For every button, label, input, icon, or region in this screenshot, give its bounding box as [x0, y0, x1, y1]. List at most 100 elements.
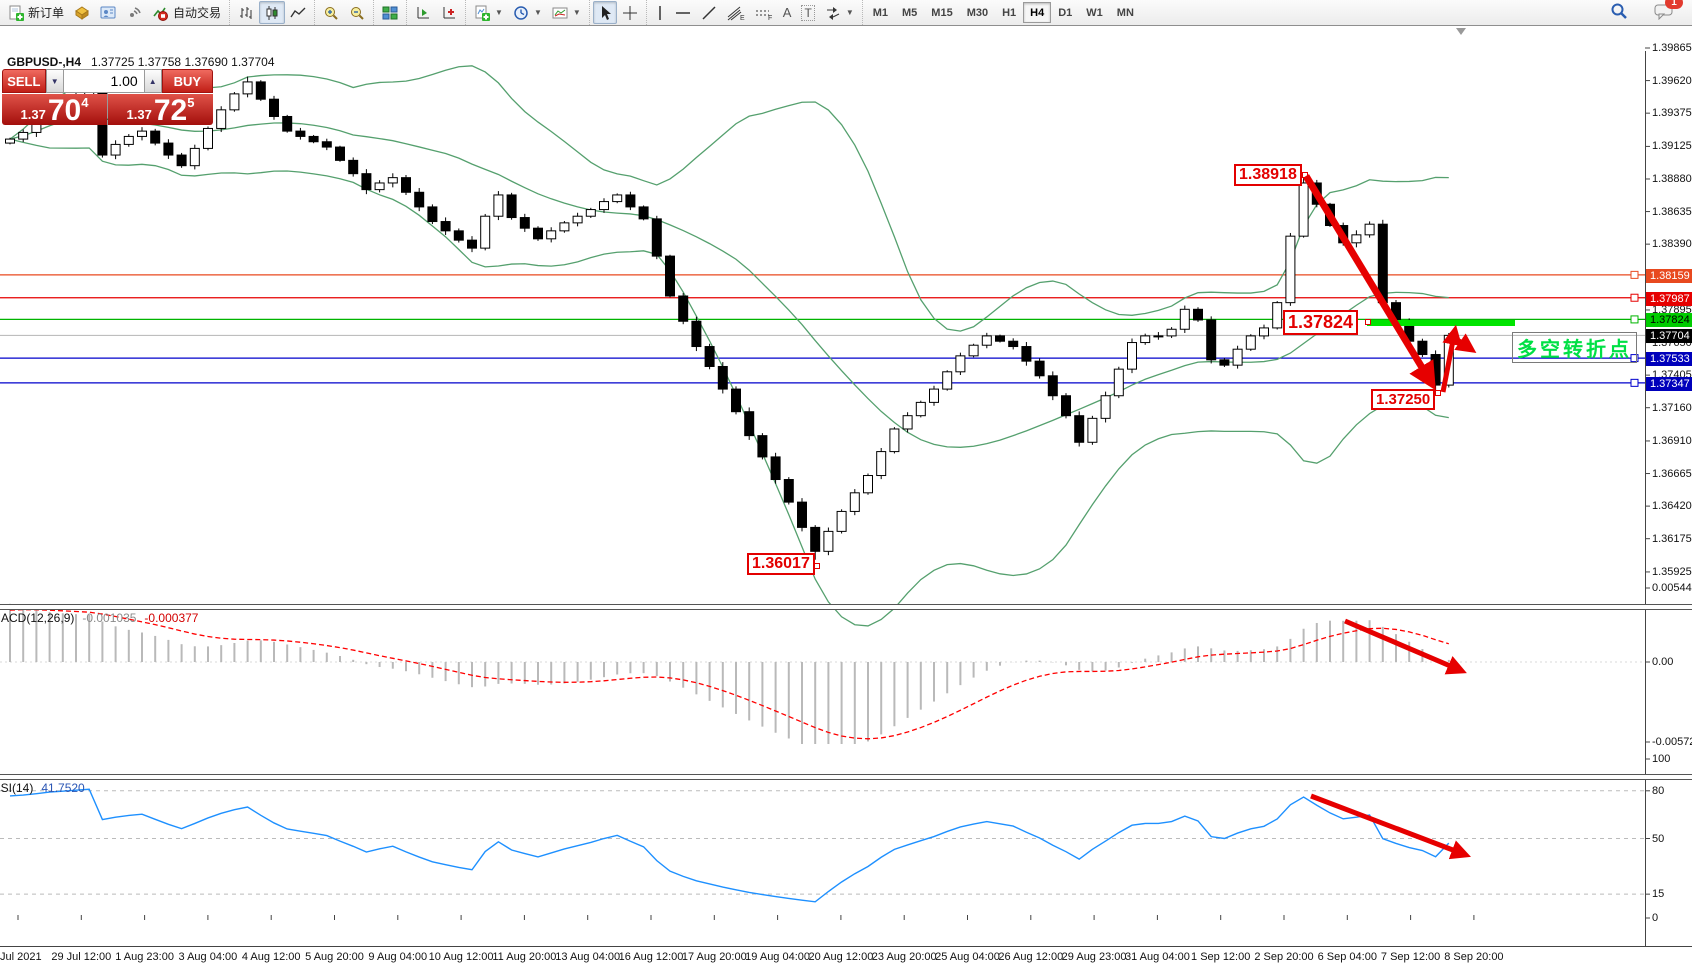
macd-label-row: MACD(12,26,9) -0.001035 -0.000377 [0, 611, 198, 625]
panel-separator[interactable] [0, 774, 1692, 780]
svg-text:F: F [768, 15, 772, 21]
chevron-down-icon: ▼ [572, 8, 581, 17]
time-tick-label: 6 Sep 04:00 [1317, 951, 1377, 963]
new-chart-dropdown[interactable]: ▼ [469, 1, 508, 24]
timeframe-button-d1[interactable]: D1 [1058, 6, 1073, 19]
bollinger-bands [9, 65, 1449, 627]
indicators-button[interactable] [410, 1, 436, 24]
zoom-in-button[interactable] [318, 1, 344, 24]
timeframe-button-w1[interactable]: W1 [1086, 6, 1103, 19]
fibonacci-tool[interactable]: E [722, 1, 750, 24]
time-tick-label: 25 Aug 04:00 [935, 951, 1000, 963]
period-dropdown[interactable]: ▼ [508, 1, 547, 24]
timeframe-button-h1[interactable]: H1 [1002, 6, 1017, 19]
new-order-label: 新订单 [28, 6, 65, 20]
bar-chart-button[interactable] [233, 1, 259, 24]
price-tick-label: 1.38635 [1652, 205, 1692, 218]
new-order-icon [8, 5, 24, 21]
time-tick-label: 9 Aug 04:00 [368, 951, 428, 963]
candlestick-chart-button[interactable] [259, 1, 286, 24]
metaeditor-icon [100, 5, 116, 21]
vertical-line-tool[interactable] [650, 1, 670, 24]
trend-arrow [1440, 324, 1463, 393]
buy-button[interactable]: BUY [161, 69, 213, 93]
timeframe-button-m15[interactable]: M15 [931, 6, 953, 19]
shapes-dropdown[interactable]: ▼ [820, 1, 859, 24]
tile-windows-button[interactable] [377, 1, 403, 24]
horizontal-line-tool[interactable] [670, 1, 696, 24]
channel-tool[interactable]: F [750, 1, 778, 24]
trend-arrow [1303, 174, 1436, 391]
label-tool[interactable]: T [796, 1, 819, 24]
time-tick-label: 29 Aug 23:00 [1061, 951, 1127, 963]
text-tool[interactable]: A [778, 1, 797, 24]
time-tick-label: 5 Aug 20:00 [305, 951, 364, 963]
buy-price[interactable]: 1.37 72 5 [108, 94, 213, 126]
buy-price-base: 1.37 [126, 107, 152, 122]
search-button[interactable] [1610, 2, 1628, 23]
time-tick-label: 1 Aug 23:00 [115, 951, 174, 963]
ohlc-values: 1.37725 1.37758 1.37690 1.37704 [91, 55, 275, 69]
trend-arrow [1447, 331, 1477, 354]
drawing-objects[interactable] [814, 172, 1516, 569]
timeframe-button-m1[interactable]: M1 [872, 6, 889, 19]
price-tick-label: 1.39375 [1652, 107, 1692, 120]
add-indicator-icon [441, 5, 457, 21]
volume-up-button[interactable]: ▲ [143, 69, 162, 93]
chart-plot[interactable] [0, 25, 1692, 920]
trend-arrow [1310, 793, 1471, 860]
zoom-out-icon [349, 5, 365, 21]
trendline-tool[interactable] [696, 1, 722, 24]
timeframe-button-m5[interactable]: M5 [902, 6, 918, 19]
signal-icon [126, 5, 142, 21]
template-dropdown[interactable]: ▼ [547, 1, 586, 24]
time-tick-label: 20 Aug 12:00 [808, 951, 874, 963]
panel-separator[interactable] [0, 604, 1692, 610]
new-order-button[interactable]: 新订单 [3, 1, 69, 24]
timeframe-button-m30[interactable]: M30 [966, 6, 989, 19]
timeframe-button-h4[interactable]: H4 [1023, 2, 1052, 23]
price-label-box[interactable]: 1.37824 [1283, 310, 1359, 335]
cursor-tool-button[interactable] [592, 1, 617, 24]
time-tick-label: 7 Sep 12:00 [1380, 951, 1441, 963]
add-indicator-button[interactable] [436, 1, 462, 24]
signals-button[interactable] [121, 1, 147, 24]
price-label-box[interactable]: 1.37250 [1371, 389, 1436, 410]
volume-input[interactable] [63, 69, 144, 93]
line-handle [1630, 315, 1639, 324]
metaeditor-button[interactable] [95, 1, 121, 24]
sell-price[interactable]: 1.37 70 4 [2, 94, 107, 126]
rsi-axis-label: 50 [1652, 832, 1665, 845]
time-tick-label: 8 Sep 20:00 [1444, 951, 1504, 963]
volume-down-button[interactable]: ▼ [45, 69, 64, 93]
crosshair-icon [622, 5, 638, 21]
macd-axis-label: 0.005444 [1652, 582, 1692, 594]
buy-price-point: 5 [187, 95, 195, 110]
macd-indicator [0, 603, 1645, 744]
price-label-box[interactable]: 1.36017 [747, 553, 815, 575]
zoom-out-button[interactable] [344, 1, 370, 24]
time-tick-label: 1 Sep 12:00 [1191, 951, 1251, 963]
time-tick-label: 29 Jul 12:00 [51, 951, 112, 963]
autotrading-icon [152, 5, 169, 21]
price-line-badge: 1.37533 [1646, 352, 1692, 367]
crosshair-tool-button[interactable] [617, 1, 643, 24]
vertical-line-icon [655, 5, 665, 21]
time-tick-label: 13 Aug 04:00 [555, 951, 621, 963]
timeframe-button-mn[interactable]: MN [1116, 6, 1134, 19]
pivot-annotation[interactable]: 多空转折点 [1512, 332, 1637, 363]
time-tick-label: 3 Aug 04:00 [178, 951, 238, 963]
fibonacci-icon: E [727, 5, 745, 21]
time-tick-label: 23 Aug 20:00 [871, 951, 937, 963]
chevron-down-icon: ▼ [495, 8, 503, 17]
label-icon: T [801, 4, 815, 21]
shapes-icon [825, 5, 841, 21]
price-label-box[interactable]: 1.38918 [1234, 164, 1302, 186]
deposit-button[interactable] [69, 1, 95, 24]
cursor-icon [598, 5, 612, 21]
bar-chart-icon [238, 5, 254, 21]
line-chart-button[interactable] [285, 1, 311, 24]
sell-button[interactable]: SELL [2, 69, 46, 93]
chat-button[interactable]: 1 [1654, 0, 1683, 23]
autotrading-button[interactable]: 自动交易 [147, 1, 226, 24]
